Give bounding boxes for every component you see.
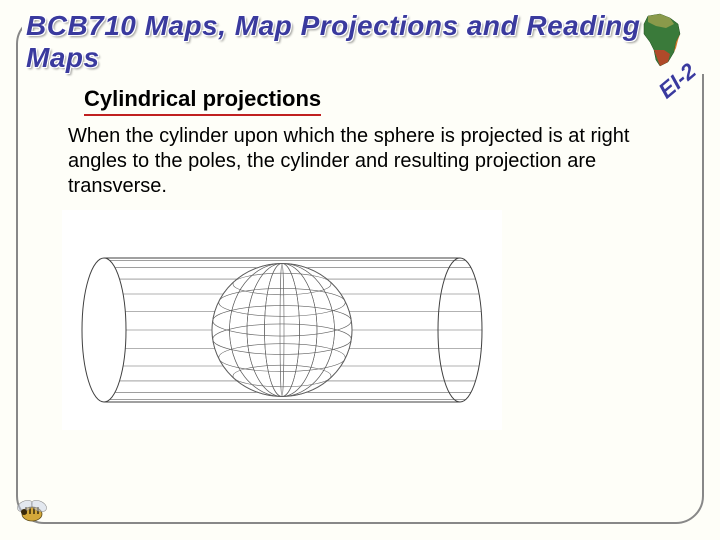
section-heading: Cylindrical projections (84, 86, 321, 116)
bee-icon (12, 492, 52, 528)
badge-label: EI-2 (654, 58, 702, 104)
projection-diagram (62, 210, 502, 430)
page-title: BCB710 Maps, Map Projections and Reading… (22, 10, 720, 74)
body-paragraph: When the cylinder upon which the sphere … (68, 124, 630, 199)
